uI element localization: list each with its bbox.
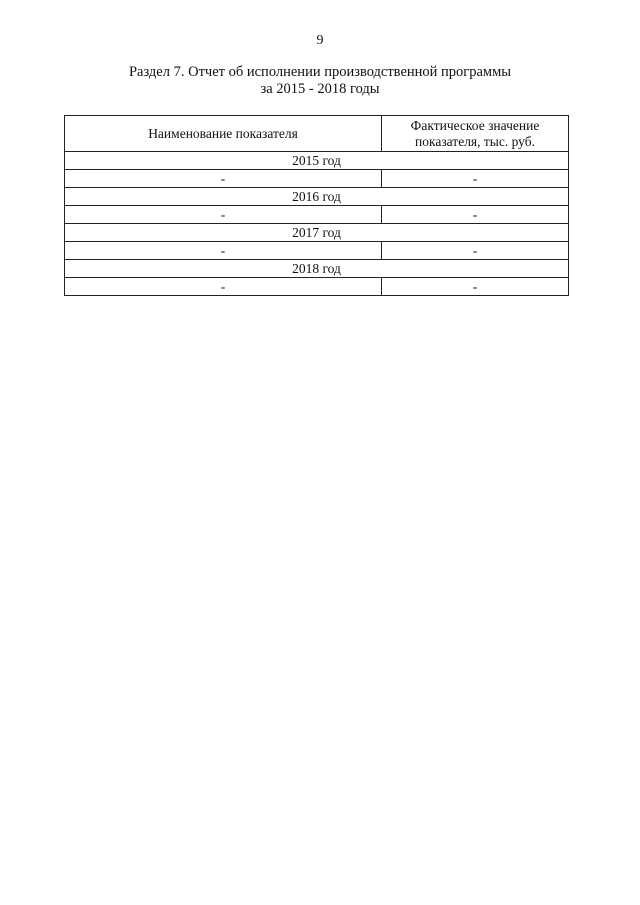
table-row: -- — [64, 205, 569, 224]
cell-value: - — [381, 277, 569, 296]
year-row: 2018 год — [64, 259, 569, 278]
cell-value: - — [381, 241, 569, 260]
page-number: 9 — [316, 33, 324, 48]
year-label: 2015 год — [64, 151, 569, 170]
table-row: -- — [64, 169, 569, 188]
cell-name: - — [64, 277, 382, 296]
year-label: 2017 год — [64, 223, 569, 242]
cell-name: - — [64, 241, 382, 260]
table-row: -- — [64, 241, 569, 260]
cell-name: - — [64, 169, 382, 188]
production-program-table: Наименование показателя Фактическое знач… — [64, 115, 569, 296]
page-title: Раздел 7. Отчет об исполнении производст… — [0, 64, 640, 98]
title-line-2: за 2015 - 2018 годы — [260, 81, 380, 97]
year-label: 2016 год — [64, 187, 569, 206]
year-row: 2015 год — [64, 151, 569, 170]
year-row: 2017 год — [64, 223, 569, 242]
header-indicator-name: Наименование показателя — [64, 115, 382, 152]
header-actual-value: Фактическое значение показателя, тыс. ру… — [381, 115, 569, 152]
table-header-row: Наименование показателя Фактическое знач… — [64, 115, 569, 152]
table-row: -- — [64, 277, 569, 296]
year-label: 2018 год — [64, 259, 569, 278]
cell-value: - — [381, 169, 569, 188]
year-row: 2016 год — [64, 187, 569, 206]
cell-value: - — [381, 205, 569, 224]
title-line-1: Раздел 7. Отчет об исполнении производст… — [128, 64, 512, 80]
cell-name: - — [64, 205, 382, 224]
